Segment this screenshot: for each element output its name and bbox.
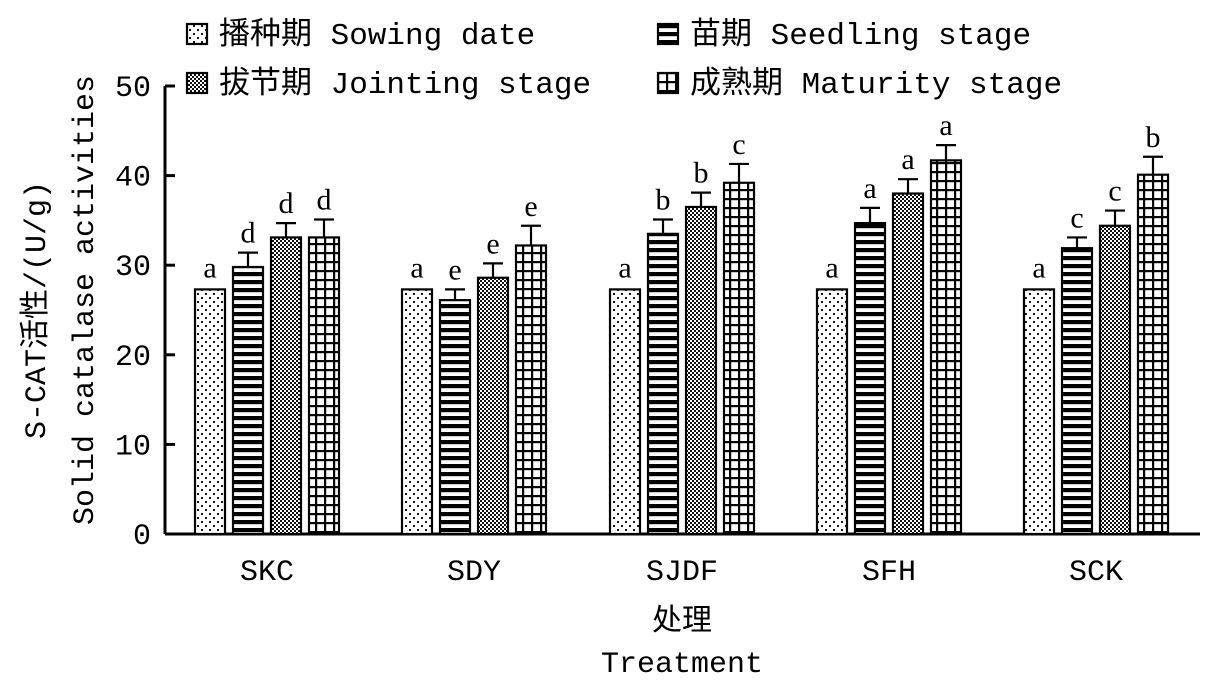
significance-label: e xyxy=(486,227,499,260)
y-tick-label: 20 xyxy=(115,341,151,375)
y-axis-title-line1: S-CAT活性/(U/g) xyxy=(19,181,55,439)
x-tick-label: SKC xyxy=(240,556,294,590)
bar xyxy=(684,205,718,536)
x-axis-title-line2: Treatment xyxy=(601,648,763,682)
x-tick-label: SCK xyxy=(1069,556,1123,590)
bar xyxy=(1098,224,1132,536)
legend: 播种期 Sowing date 苗期 Seedling stage 拔节期 Join… xyxy=(185,17,1062,103)
bar xyxy=(646,232,680,536)
significance-label: a xyxy=(410,251,423,284)
significance-label: c xyxy=(1070,201,1083,234)
significance-label: e xyxy=(524,190,537,223)
significance-label: a xyxy=(1032,251,1045,284)
x-tick-labels: SKC SDY SJDF SFH SCK xyxy=(240,556,1123,590)
y-tick-label: 40 xyxy=(115,162,151,196)
x-tick-label: SDY xyxy=(447,556,501,590)
significance-label: a xyxy=(203,251,216,284)
significance-label: d xyxy=(279,187,294,220)
legend-swatch xyxy=(185,22,209,46)
bar xyxy=(269,236,303,536)
significance-label: d xyxy=(241,217,256,250)
bar xyxy=(853,221,887,536)
bar xyxy=(231,265,265,536)
bar xyxy=(400,288,434,536)
significance-label: d xyxy=(317,184,332,217)
bar xyxy=(476,276,510,536)
bar xyxy=(1136,173,1170,536)
legend-swatch xyxy=(656,71,680,95)
y-tick-label: 50 xyxy=(115,72,151,106)
bar xyxy=(608,288,642,536)
significance-label: c xyxy=(732,128,745,161)
y-tick-label: 10 xyxy=(115,430,151,464)
significance-label: b xyxy=(656,184,671,217)
bar xyxy=(929,159,963,536)
significance-label: b xyxy=(694,157,709,190)
bar xyxy=(1022,288,1056,536)
legend-label: 拔节期 Jointing stage xyxy=(219,66,591,103)
bar xyxy=(1060,247,1094,536)
bar xyxy=(891,192,925,536)
significance-label: a xyxy=(939,109,952,142)
bar xyxy=(722,181,756,536)
bar xyxy=(438,299,472,536)
significance-label: a xyxy=(863,172,876,205)
legend-label: 成熟期 Maturity stage xyxy=(690,66,1062,103)
significance-label: a xyxy=(825,251,838,284)
bar xyxy=(815,288,849,536)
x-tick-label: SJDF xyxy=(646,556,718,590)
significance-label: a xyxy=(618,251,631,284)
legend-label: 播种期 Sowing date xyxy=(219,17,535,54)
legend-label: 苗期 Seedling stage xyxy=(690,18,1031,54)
y-tick-label: 30 xyxy=(115,251,151,285)
significance-label: a xyxy=(901,143,914,176)
bar xyxy=(193,288,227,536)
y-tick-label: 0 xyxy=(133,520,151,554)
y-axis-title-line2: Solid catalase activities xyxy=(69,75,103,525)
x-axis-title-line1: 处理 xyxy=(652,604,712,640)
x-tick-label: SFH xyxy=(862,556,916,590)
bar xyxy=(307,236,341,536)
significance-label: b xyxy=(1146,121,1161,154)
bar xyxy=(514,244,548,536)
y-ticks: 0 10 20 30 40 50 xyxy=(115,72,175,554)
legend-swatch xyxy=(656,22,680,46)
legend-swatch xyxy=(185,71,209,95)
significance-label: c xyxy=(1108,175,1121,208)
significance-label: e xyxy=(448,253,461,286)
